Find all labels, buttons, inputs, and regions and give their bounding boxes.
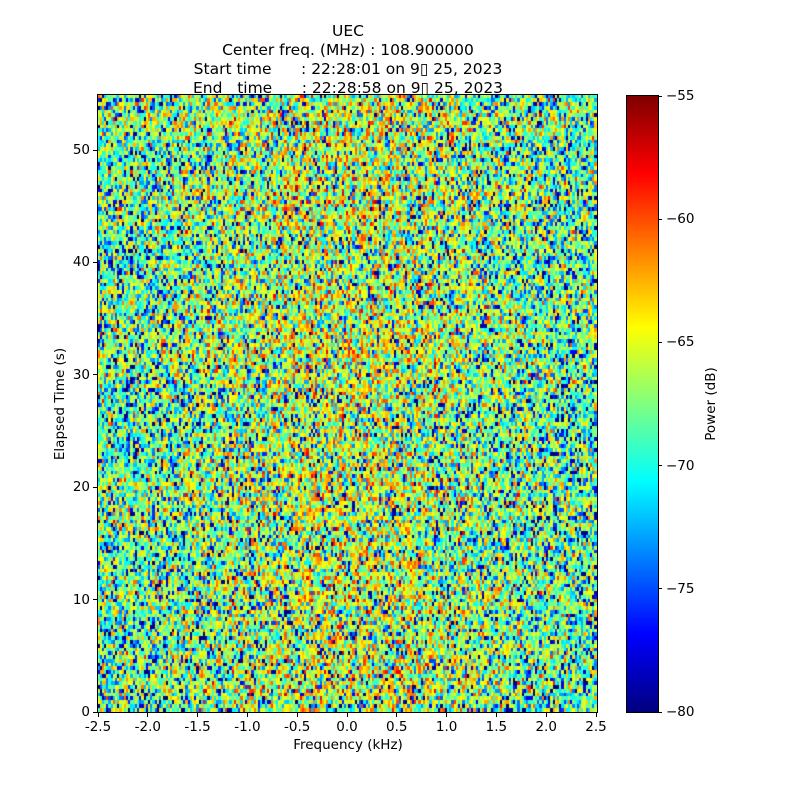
x-tick-mark (545, 713, 547, 717)
colorbar-tick-label: −60 (666, 211, 695, 228)
y-tick-mark (93, 599, 97, 601)
colorbar-tick-mark (658, 341, 662, 343)
colorbar-tick-mark (658, 218, 662, 220)
start-time-line: Start time : 22:28:01 on 9▯ 25, 2023 (193, 60, 503, 78)
y-axis-label: Elapsed Time (s) (52, 347, 68, 461)
colorbar-tick-label: −65 (666, 334, 695, 351)
y-tick-mark (93, 711, 97, 713)
colorbar-tick-label: −75 (666, 580, 695, 597)
y-tick-label: 30 (72, 366, 90, 383)
y-tick-mark (93, 486, 97, 488)
end-time-line: End time : 22:28:58 on 9▯ 25, 2023 (192, 79, 504, 97)
x-tick-mark (246, 713, 248, 717)
x-tick-mark (147, 713, 149, 717)
chart-title: UEC (332, 22, 364, 40)
colorbar-tick-label: −80 (666, 704, 695, 720)
y-tick-mark (93, 149, 97, 151)
colorbar-tick-mark (658, 95, 662, 97)
x-tick-mark (97, 713, 99, 717)
y-tick-mark (93, 261, 97, 263)
colorbar-tick-label: −70 (666, 457, 695, 474)
y-tick-label: 0 (81, 704, 90, 720)
colorbar-tick-mark (658, 711, 662, 713)
x-tick-label: -2.0 (134, 719, 161, 735)
x-tick-mark (346, 713, 348, 717)
x-tick-label: 1.5 (485, 719, 508, 735)
x-tick-label: 2.5 (585, 719, 607, 735)
x-axis-label: Frequency (kHz) (293, 737, 403, 753)
x-tick-mark (396, 713, 398, 717)
colorbar-gradient (627, 96, 658, 712)
x-tick-label: 0.0 (336, 719, 358, 735)
colorbar-label: Power (dB) (703, 367, 719, 441)
x-tick-label: -0.5 (284, 719, 311, 735)
colorbar-tick-mark (658, 465, 662, 467)
x-tick-label: 2.0 (535, 719, 557, 735)
x-tick-mark (446, 713, 448, 717)
y-tick-label: 10 (72, 591, 90, 608)
x-tick-label: -1.0 (234, 719, 261, 735)
y-tick-label: 50 (72, 142, 90, 159)
y-tick-mark (93, 374, 97, 376)
y-tick-label: 40 (72, 254, 90, 271)
colorbar-tick-label: −55 (666, 88, 695, 104)
x-tick-label: 1.0 (435, 719, 458, 735)
center-freq-line: Center freq. (MHz) : 108.900000 (222, 41, 474, 59)
spectrogram-heatmap (98, 95, 597, 712)
y-tick-label: 20 (72, 479, 90, 496)
x-tick-mark (197, 713, 199, 717)
x-tick-label: 0.5 (386, 719, 408, 735)
title-block: UEC Center freq. (MHz) : 108.900000 Star… (98, 22, 598, 98)
x-tick-mark (595, 713, 597, 717)
x-tick-label: -2.5 (84, 719, 112, 735)
colorbar-tick-mark (658, 588, 662, 590)
x-tick-mark (495, 713, 497, 717)
x-tick-label: -1.5 (184, 719, 211, 735)
x-tick-mark (296, 713, 298, 717)
